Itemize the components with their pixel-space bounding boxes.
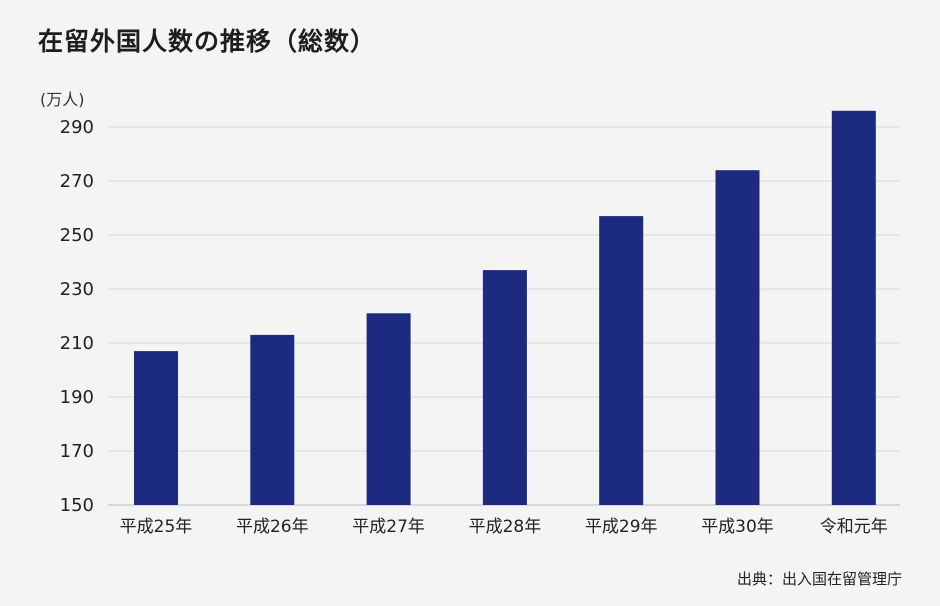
x-category-label: 令和元年 xyxy=(820,517,888,537)
y-axis-unit-label: (万人) xyxy=(40,90,85,109)
y-tick-label: 230 xyxy=(60,279,94,300)
bar xyxy=(599,216,644,505)
x-category-label: 平成27年 xyxy=(352,517,425,537)
y-tick-label: 270 xyxy=(60,171,94,192)
x-category-label: 平成29年 xyxy=(585,517,658,537)
x-axis-labels: 平成25年 平成26年 平成27年 平成28年 平成29年 平成30年 令和元年 xyxy=(120,517,888,537)
y-tick-label: 150 xyxy=(60,495,94,516)
bar xyxy=(366,313,411,505)
bars xyxy=(134,110,876,506)
x-category-label: 平成26年 xyxy=(236,517,309,537)
source-note: 出典：出入国在留管理庁 xyxy=(736,570,902,588)
y-tick-label: 170 xyxy=(60,441,94,462)
bar xyxy=(134,351,178,505)
bar xyxy=(250,334,295,505)
y-tick-label: 250 xyxy=(60,225,94,246)
y-tick-label: 210 xyxy=(60,333,94,354)
x-category-label: 平成25年 xyxy=(120,517,193,537)
y-tick-label: 290 xyxy=(60,117,94,138)
y-axis-ticks: 150 170 190 210 230 250 270 290 xyxy=(60,117,94,516)
y-tick-label: 190 xyxy=(60,387,94,408)
x-category-label: 平成30年 xyxy=(701,517,774,537)
chart-title: 在留外国人数の推移（総数） xyxy=(38,27,377,56)
x-category-label: 平成28年 xyxy=(469,517,542,537)
bar xyxy=(715,170,760,505)
bar xyxy=(831,110,876,506)
bar xyxy=(482,270,527,505)
